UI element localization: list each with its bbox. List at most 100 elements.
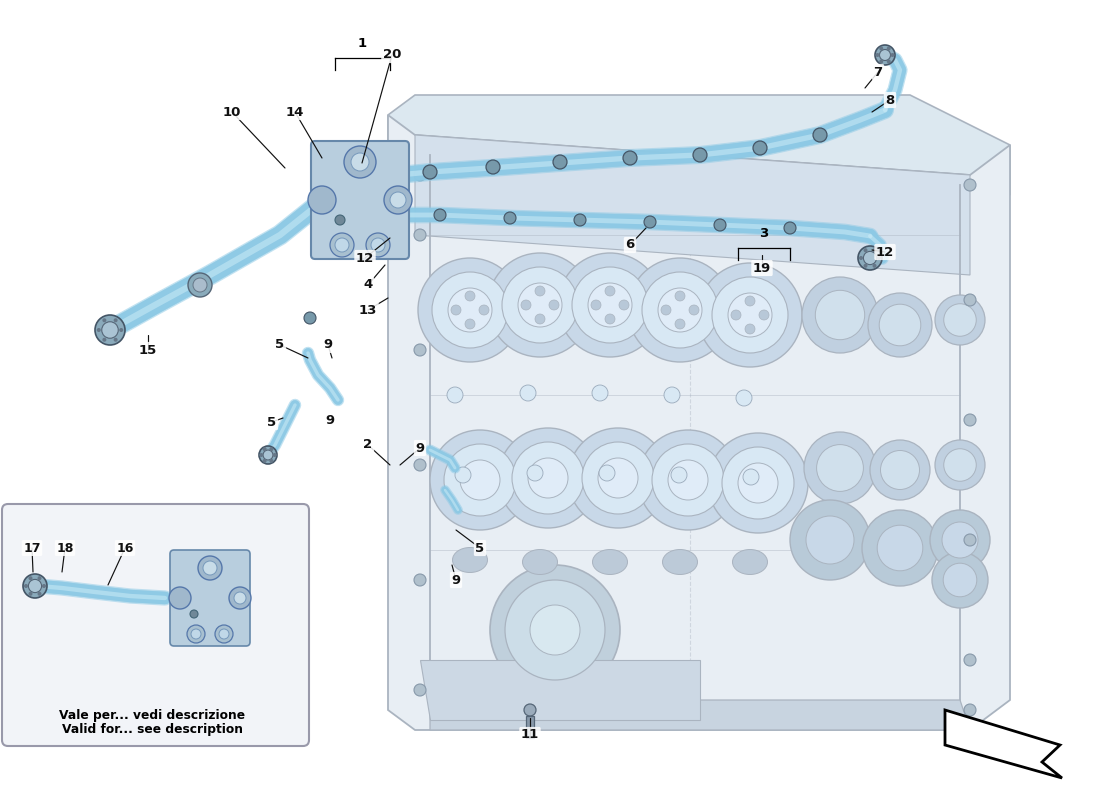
Circle shape: [260, 453, 263, 457]
Circle shape: [549, 300, 559, 310]
Circle shape: [102, 338, 107, 342]
Circle shape: [204, 561, 217, 575]
Circle shape: [943, 563, 977, 597]
Circle shape: [97, 328, 101, 332]
Circle shape: [605, 286, 615, 296]
Circle shape: [732, 310, 741, 320]
Circle shape: [859, 256, 864, 260]
Circle shape: [944, 304, 977, 336]
Circle shape: [964, 179, 976, 191]
Circle shape: [588, 283, 632, 327]
Circle shape: [371, 238, 385, 252]
Circle shape: [330, 233, 354, 257]
Circle shape: [605, 314, 615, 324]
Circle shape: [263, 459, 266, 463]
Circle shape: [414, 684, 426, 696]
Circle shape: [434, 209, 446, 221]
Text: 14: 14: [286, 106, 305, 118]
Circle shape: [29, 576, 33, 580]
Text: 12: 12: [876, 246, 894, 258]
Circle shape: [628, 258, 732, 362]
Circle shape: [527, 465, 543, 481]
Circle shape: [815, 290, 865, 340]
Circle shape: [572, 267, 648, 343]
Circle shape: [229, 587, 251, 609]
Circle shape: [879, 59, 883, 63]
Circle shape: [745, 324, 755, 334]
Polygon shape: [388, 115, 1010, 730]
Text: 4: 4: [363, 278, 373, 291]
Text: 16: 16: [117, 542, 134, 554]
Circle shape: [591, 300, 601, 310]
Circle shape: [414, 229, 426, 241]
Circle shape: [736, 390, 752, 406]
Circle shape: [518, 283, 562, 327]
Circle shape: [304, 312, 316, 324]
Text: 5: 5: [475, 542, 485, 554]
Circle shape: [430, 430, 530, 530]
Circle shape: [877, 525, 923, 571]
Circle shape: [490, 565, 620, 695]
Circle shape: [568, 428, 668, 528]
Circle shape: [574, 214, 586, 226]
Ellipse shape: [593, 550, 627, 574]
Circle shape: [964, 414, 976, 426]
FancyBboxPatch shape: [2, 504, 309, 746]
Circle shape: [930, 510, 990, 570]
Circle shape: [864, 251, 877, 265]
Text: 8: 8: [886, 94, 894, 106]
Circle shape: [689, 305, 698, 315]
Circle shape: [488, 253, 592, 357]
Text: Valid for... see description: Valid for... see description: [62, 723, 242, 737]
Circle shape: [234, 592, 246, 604]
Circle shape: [879, 46, 883, 50]
Circle shape: [592, 385, 608, 401]
Circle shape: [504, 212, 516, 224]
Circle shape: [754, 141, 767, 155]
Text: 20: 20: [383, 49, 402, 62]
Text: 13: 13: [359, 303, 377, 317]
Circle shape: [351, 153, 369, 171]
Circle shape: [872, 264, 877, 268]
Circle shape: [37, 576, 42, 580]
Circle shape: [198, 556, 222, 580]
Text: 17: 17: [23, 542, 41, 554]
Circle shape: [619, 300, 629, 310]
Circle shape: [802, 277, 878, 353]
Text: 5: 5: [275, 338, 285, 351]
Circle shape: [530, 605, 580, 655]
Circle shape: [270, 459, 274, 463]
Circle shape: [505, 580, 605, 680]
Circle shape: [964, 534, 976, 546]
Circle shape: [520, 385, 536, 401]
Circle shape: [448, 288, 492, 332]
Circle shape: [214, 625, 233, 643]
Circle shape: [879, 304, 921, 346]
Circle shape: [444, 444, 516, 516]
Text: 12: 12: [356, 251, 374, 265]
Circle shape: [712, 277, 788, 353]
Circle shape: [623, 151, 637, 165]
Circle shape: [935, 440, 984, 490]
Ellipse shape: [662, 550, 697, 574]
Circle shape: [486, 160, 500, 174]
Circle shape: [273, 453, 277, 457]
Circle shape: [658, 288, 702, 332]
Circle shape: [414, 344, 426, 356]
Circle shape: [745, 296, 755, 306]
Circle shape: [191, 629, 201, 639]
Circle shape: [816, 445, 864, 491]
Circle shape: [344, 146, 376, 178]
Text: Vale per... vedi descrizione: Vale per... vedi descrizione: [59, 709, 245, 722]
Circle shape: [190, 610, 198, 618]
Circle shape: [675, 319, 685, 329]
Circle shape: [964, 654, 976, 666]
Circle shape: [263, 450, 273, 460]
Circle shape: [424, 165, 437, 179]
Circle shape: [512, 442, 584, 514]
Circle shape: [102, 318, 107, 322]
Circle shape: [553, 155, 566, 169]
Circle shape: [671, 467, 688, 483]
Circle shape: [784, 222, 796, 234]
Circle shape: [263, 447, 266, 451]
